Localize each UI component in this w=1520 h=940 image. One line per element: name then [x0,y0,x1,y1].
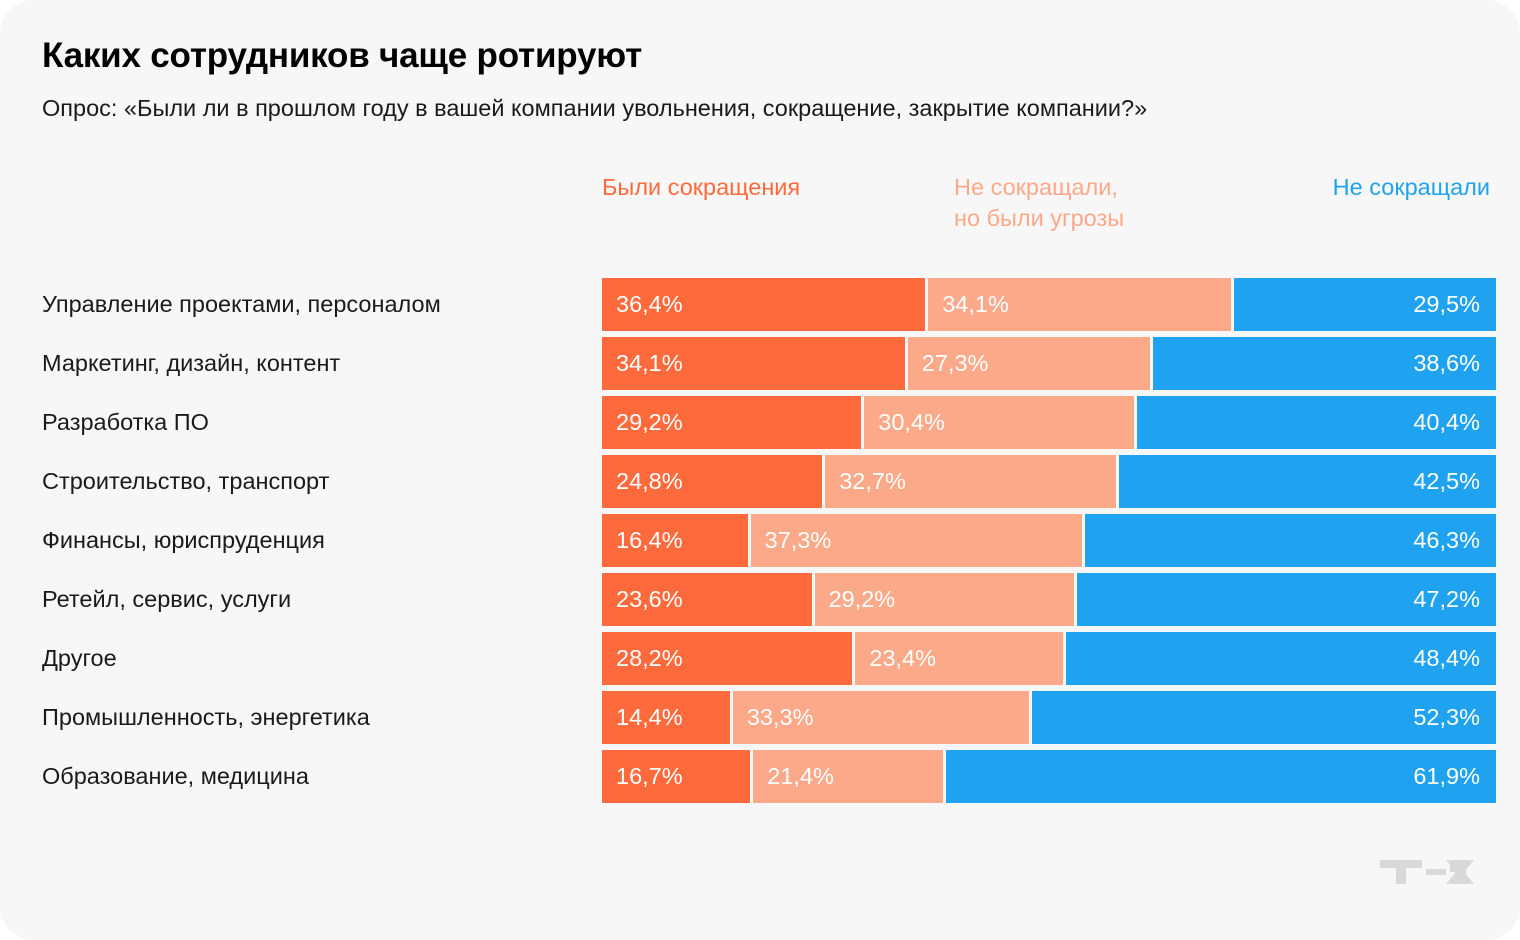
bar-segment-value: 21,4% [767,763,834,789]
bar-segment-1[interactable]: 16,4% [602,514,748,567]
stacked-bar-chart: Управление проектами, персоналом 36,4% 34,… [0,278,1520,809]
bar-segment-2[interactable]: 21,4% [753,750,944,803]
stacked-bar: 28,2% 23,4% 48,4% [602,632,1496,685]
chart-header: Каких сотрудников чаще ротируют Опрос: «… [42,36,1492,124]
bar-segment-3[interactable]: 42,5% [1118,455,1496,508]
bar-segment-value: 32,7% [839,468,906,494]
stacked-bar: 24,8% 32,7% 42,5% [602,455,1496,508]
bar-segment-2[interactable]: 27,3% [907,337,1151,390]
legend-item-threats-only[interactable]: Не сокращали, но были угрозы [954,174,1125,232]
bar-segment-1[interactable]: 24,8% [602,455,823,508]
bar-segment-3[interactable]: 38,6% [1153,337,1496,390]
bar-segment-3[interactable]: 46,3% [1084,514,1496,567]
chart-row: Промышленность, энергетика 14,4% 33,3% 52,3… [0,691,1520,744]
bar-segment-value: 47,2% [1413,586,1480,612]
bar-segment-1[interactable]: 29,2% [602,396,862,449]
bar-segment-value: 33,3% [746,704,814,730]
bar-segment-value: 52,3% [1413,704,1480,730]
bar-segment-1[interactable]: 36,4% [602,278,926,331]
bar-segment-3[interactable]: 40,4% [1137,396,1496,449]
page-title: Каких сотрудников чаще ротируют [42,36,643,75]
bar-segment-value: 38,6% [1413,350,1480,376]
row-label: Строительство, транспорт [42,468,330,494]
bar-segment-3[interactable]: 47,2% [1076,573,1496,626]
bar-segment-value: 29,5% [1413,291,1480,317]
bar-segment-1[interactable]: 23,6% [602,573,812,626]
bar-segment-2[interactable]: 37,3% [750,514,1082,567]
bar-segment-value: 37,3% [764,527,832,553]
bar-segment-2[interactable]: 23,4% [855,632,1064,685]
row-label: Разработка ПО [42,409,209,435]
bar-segment-3[interactable]: 52,3% [1031,691,1496,744]
chart-row: Управление проектами, персоналом 36,4% 34,… [0,278,1520,331]
bar-segment-value: 30,4% [878,409,945,435]
bar-segment-3[interactable]: 48,4% [1066,632,1496,685]
bar-segment-value: 23,4% [869,645,937,671]
chart-row: Образование, медицина 16,7% 21,4% 61,9% [0,750,1520,803]
stacked-bar: 34,1% 27,3% 38,6% [602,337,1496,390]
bar-segment-2[interactable]: 32,7% [825,455,1116,508]
row-label: Управление проектами, персоналом [42,291,441,317]
bar-segment-2[interactable]: 33,3% [732,691,1029,744]
bar-segment-1[interactable]: 28,2% [602,632,853,685]
bar-segment-value: 29,2% [828,586,896,612]
bar-segment-1[interactable]: 34,1% [602,337,905,390]
bar-segment-1[interactable]: 16,7% [602,750,751,803]
chart-subtitle: Опрос: «Были ли в прошлом году в вашей к… [42,95,1148,122]
stacked-bar: 23,6% 29,2% 47,2% [602,573,1496,626]
bar-segment-value: 34,1% [942,291,1009,317]
stacked-bar: 36,4% 34,1% 29,5% [602,278,1496,331]
chart-row: Маркетинг, дизайн, контент 34,1% 27,3% 38,6… [0,337,1520,390]
chart-row: Ретейл, сервис, услуги 23,6% 29,2% 47,2% [0,573,1520,626]
bar-segment-value: 16,4% [616,527,683,553]
legend-item-no-reductions[interactable]: Не сокращали [1332,174,1490,200]
row-label: Маркетинг, дизайн, контент [42,350,341,376]
stacked-bar: 16,4% 37,3% 46,3% [602,514,1496,567]
chart-row: Строительство, транспорт 24,8% 32,7% 42,5% [0,455,1520,508]
row-label: Финансы, юриспруденция [42,527,325,553]
bar-segment-value: 14,4% [616,704,683,730]
chart-legend: Были сокращения Не сокращали, но были уг… [602,172,1490,248]
row-label: Ретейл, сервис, услуги [42,586,292,612]
stacked-bar: 29,2% 30,4% 40,4% [602,396,1496,449]
bar-segment-value: 27,3% [921,350,989,376]
chart-row: Разработка ПО 29,2% 30,4% 40,4% [0,396,1520,449]
bar-segment-value: 23,6% [616,586,683,612]
bar-segment-value: 34,1% [616,350,683,376]
bar-segment-value: 29,2% [616,409,683,435]
stacked-bar: 16,7% 21,4% 61,9% [602,750,1496,803]
bar-segment-1[interactable]: 14,4% [602,691,730,744]
row-label: Образование, медицина [42,763,309,789]
bar-segment-value: 40,4% [1413,409,1480,435]
bar-segment-value: 16,7% [616,763,683,789]
bar-segment-2[interactable]: 29,2% [814,573,1074,626]
bar-segment-value: 42,5% [1413,468,1480,494]
bar-segment-value: 28,2% [616,645,683,671]
bar-segment-3[interactable]: 29,5% [1234,278,1496,331]
tinkoff-journal-logo [1380,858,1476,886]
bar-segment-value: 48,4% [1413,645,1480,671]
bar-segment-2[interactable]: 30,4% [864,396,1135,449]
chart-row: Финансы, юриспруденция 16,4% 37,3% 46,3% [0,514,1520,567]
bar-segment-value: 36,4% [616,291,683,317]
row-label: Другое [42,645,117,671]
stacked-bar: 14,4% 33,3% 52,3% [602,691,1496,744]
bar-segment-value: 46,3% [1413,527,1480,553]
row-label: Промышленность, энергетика [42,704,370,730]
legend-item-reductions[interactable]: Были сокращения [602,174,801,200]
chart-row: Другое 28,2% 23,4% 48,4% [0,632,1520,685]
bar-segment-2[interactable]: 34,1% [928,278,1232,331]
bar-segment-value: 61,9% [1413,763,1480,789]
bar-segment-3[interactable]: 61,9% [946,750,1496,803]
bar-segment-value: 24,8% [616,468,683,494]
